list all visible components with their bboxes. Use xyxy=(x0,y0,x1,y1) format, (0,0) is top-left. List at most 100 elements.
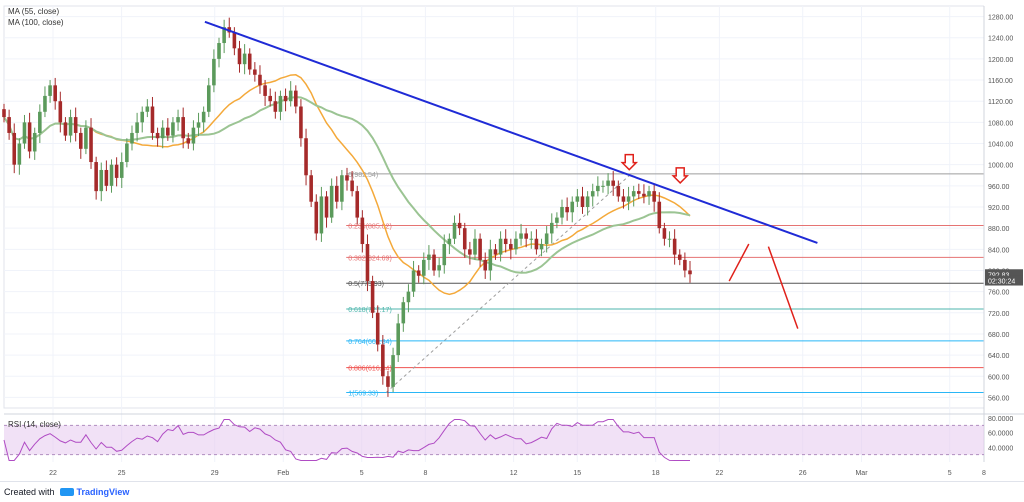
candle-body xyxy=(212,58,216,86)
candlesticks xyxy=(2,17,692,397)
price-tick-label: 840.00 xyxy=(988,247,1010,254)
candle-body xyxy=(498,238,503,255)
price-tick-label: 1240.00 xyxy=(988,36,1013,43)
rsi-tick-label: 80.0000 xyxy=(988,416,1013,423)
candle-body xyxy=(114,164,119,178)
candle-body xyxy=(68,117,73,136)
fib-anchor-line xyxy=(385,173,632,393)
candle-body xyxy=(355,191,360,218)
candle-body xyxy=(109,164,114,186)
candle-body xyxy=(27,122,32,152)
time-axis: 22 25 29 Feb 5 8 12 15 18 22 26 Mar 5 8 xyxy=(49,470,986,477)
candle-body xyxy=(421,259,426,276)
candle-body xyxy=(12,132,17,165)
candle-body xyxy=(677,254,682,260)
footer: Created with TradingView xyxy=(0,481,1024,502)
fib-level-label: 0.618(727.17) xyxy=(348,307,392,314)
rsi-tick-label: 40.0000 xyxy=(988,445,1013,452)
candle-body xyxy=(606,180,610,186)
candle-body xyxy=(447,238,452,245)
time-tick-label: Feb xyxy=(277,470,289,477)
candle-body xyxy=(58,101,63,123)
candle-body xyxy=(601,185,605,187)
time-tick-label: 15 xyxy=(573,470,581,477)
candle-body xyxy=(631,191,636,197)
candle-body xyxy=(206,85,211,112)
candle-body xyxy=(391,355,395,387)
candle-body xyxy=(503,238,508,245)
ma55-legend[interactable]: MA (55, close) xyxy=(8,7,59,16)
candle-body xyxy=(273,101,278,112)
time-tick-label: 22 xyxy=(49,470,57,477)
candle-body xyxy=(242,53,247,65)
fib-level-label: 0.382(824.69) xyxy=(348,255,392,262)
down-arrow-icon xyxy=(620,153,639,171)
candle-body xyxy=(125,143,129,163)
drawings[interactable] xyxy=(204,20,818,329)
created-with-label: Created with xyxy=(4,487,55,497)
price-axis-bg xyxy=(984,0,1024,481)
candle-body xyxy=(637,191,641,194)
grid xyxy=(3,5,985,462)
price-badge xyxy=(985,269,1023,280)
candle-body xyxy=(43,95,47,112)
candle-body xyxy=(237,48,242,65)
rsi-legend[interactable]: RSI (14, close) xyxy=(8,420,61,429)
price-tick-label: 720.00 xyxy=(988,311,1010,318)
candle-body xyxy=(575,196,580,202)
candle-body xyxy=(17,143,22,165)
price-tick-label: 560.00 xyxy=(988,395,1010,402)
fibonacci-retracement[interactable]: 0(982.54) 0.236(885.02) 0.382(824.69) 0.5(7… xyxy=(346,172,984,398)
candle-body xyxy=(73,117,78,133)
tradingview-brand-link[interactable]: TradingView xyxy=(76,487,130,497)
candle-body xyxy=(514,238,518,250)
candle-body xyxy=(130,132,134,144)
price-tick-label: 600.00 xyxy=(988,374,1010,381)
fib-level-label: 0(982.54) xyxy=(348,172,378,179)
candle-body xyxy=(201,111,206,123)
candle-body xyxy=(488,249,493,271)
chart-svg[interactable]: 0(982.54) 0.236(885.02) 0.382(824.69) 0.5(7… xyxy=(0,0,1024,481)
moving-averages xyxy=(3,74,691,296)
price-badge xyxy=(985,275,1023,286)
ma100-line xyxy=(3,95,691,274)
candle-body xyxy=(2,109,6,118)
candle-body xyxy=(84,127,88,149)
candle-body xyxy=(63,122,68,136)
candle-body xyxy=(155,132,160,139)
candle-body xyxy=(590,191,595,197)
candle-body xyxy=(145,106,150,112)
candle-body xyxy=(473,238,477,255)
candle-body xyxy=(294,90,298,107)
candle-body xyxy=(621,196,626,202)
candle-body xyxy=(462,228,467,250)
candle-body xyxy=(247,53,252,70)
price-tick-label: 880.00 xyxy=(988,226,1010,233)
candle-body xyxy=(375,312,380,345)
ma100-legend[interactable]: MA (100, close) xyxy=(8,18,64,27)
candle-body xyxy=(657,201,662,229)
price-tick-label: 1000.00 xyxy=(988,163,1013,170)
candle-body xyxy=(647,191,651,197)
candle-body xyxy=(334,185,339,202)
candle-body xyxy=(524,233,528,239)
candle-body xyxy=(191,127,196,144)
candle-body xyxy=(626,196,631,202)
candle-body xyxy=(580,196,585,207)
price-tick-label: 960.00 xyxy=(988,184,1010,191)
fib-level-label: 0.236(885.02) xyxy=(348,224,392,231)
candle-body xyxy=(360,217,365,245)
candle-body xyxy=(329,185,334,218)
candle-body xyxy=(478,238,482,260)
candle-body xyxy=(401,302,406,324)
candle-body xyxy=(534,238,539,250)
time-tick-label: 26 xyxy=(799,470,807,477)
fib-level-label: 1(569.33) xyxy=(348,390,378,397)
price-tick-label: 640.00 xyxy=(988,353,1010,360)
candle-body xyxy=(509,244,513,250)
candle-body xyxy=(396,323,400,356)
candle-body xyxy=(570,201,575,213)
time-tick-label: 12 xyxy=(510,470,518,477)
candle-body xyxy=(288,90,293,102)
